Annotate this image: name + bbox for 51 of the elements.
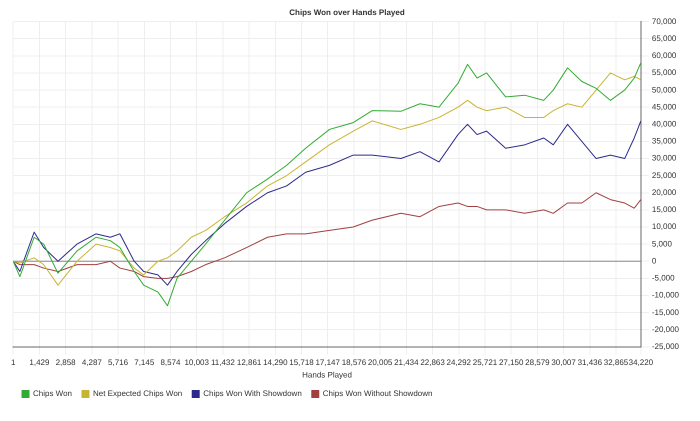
x-tick-label: 14,290 xyxy=(263,358,288,367)
y-tick-label: 10,000 xyxy=(652,222,677,232)
legend-label: Chips Won xyxy=(33,389,72,398)
x-tick-label: 28,579 xyxy=(525,358,550,367)
y-tick-label: -5,000 xyxy=(652,274,676,283)
x-tick-label: 11,432 xyxy=(210,358,236,367)
x-tick-label: 1 xyxy=(11,358,16,367)
y-tick-label: 35,000 xyxy=(652,136,677,146)
x-tick-label: 7,145 xyxy=(134,358,155,367)
y-tick-label: 55,000 xyxy=(652,68,677,78)
y-tick-label: 40,000 xyxy=(652,120,677,128)
x-tick-label: 12,861 xyxy=(236,358,262,367)
legend-label: Net Expected Chips Won xyxy=(92,389,182,398)
y-tick-label: 15,000 xyxy=(652,205,677,214)
x-tick-label: 15,718 xyxy=(289,358,314,367)
y-tick-label: 70,000 xyxy=(652,16,677,26)
y-tick-label: -25,000 xyxy=(652,342,680,352)
x-tick-label: 34,220 xyxy=(628,358,654,367)
x-tick-label: 21,434 xyxy=(394,358,420,367)
x-tick-label: 2,858 xyxy=(56,358,76,367)
x-tick-label: 17,147 xyxy=(315,358,340,367)
x-tick-label: 30,007 xyxy=(551,358,576,367)
x-tick-label: 32,865 xyxy=(604,358,629,367)
y-tick-label: 50,000 xyxy=(652,85,677,94)
y-tick-label: 5,000 xyxy=(652,239,672,248)
y-tick-label: 0 xyxy=(652,256,657,266)
legend-label: Chips Won Without Showdown xyxy=(322,389,432,398)
y-tick-label: 45,000 xyxy=(652,102,677,112)
x-tick-label: 25,721 xyxy=(472,358,498,367)
x-tick-label: 27,150 xyxy=(498,358,524,367)
x-tick-label: 8,574 xyxy=(160,358,182,367)
y-tick-label: 25,000 xyxy=(652,170,677,180)
x-tick-label: 31,436 xyxy=(578,358,603,367)
x-tick-label: 5,716 xyxy=(108,358,129,367)
x-tick-label: 18,576 xyxy=(342,358,367,367)
x-tick-label: 24,292 xyxy=(446,358,472,367)
y-tick-label: -20,000 xyxy=(652,324,680,334)
y-tick-label: 60,000 xyxy=(652,51,677,60)
y-tick-label: 30,000 xyxy=(652,154,677,163)
x-tick-label: 10,003 xyxy=(184,358,210,367)
y-tick-label: -15,000 xyxy=(652,308,680,317)
y-tick-label: 65,000 xyxy=(652,34,677,43)
x-tick-label: 20,005 xyxy=(368,358,393,367)
y-tick-label: -10,000 xyxy=(652,290,680,300)
x-tick-label: 4,287 xyxy=(82,358,102,367)
x-tick-label: 22,863 xyxy=(420,358,446,367)
chart-title: Chips Won over Hands Played xyxy=(289,8,405,18)
y-tick-label: 20,000 xyxy=(652,188,677,197)
legend-label: Chips Won With Showdown xyxy=(203,389,302,398)
x-tick-label: 1,429 xyxy=(29,358,50,367)
x-axis-title: Hands Played xyxy=(302,370,352,380)
